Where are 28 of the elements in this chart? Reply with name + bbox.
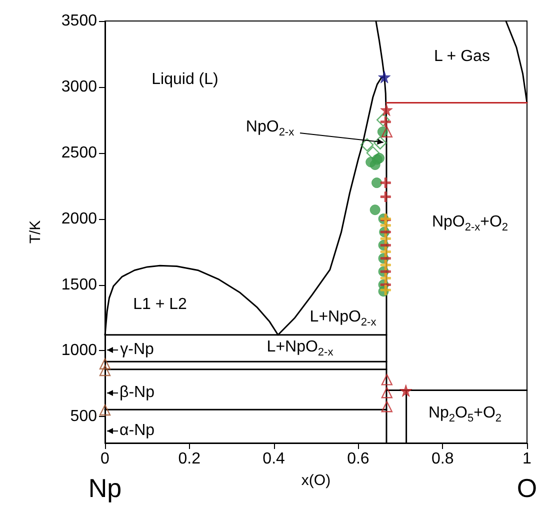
y-tick-label: 3500: [61, 12, 98, 30]
annotation: Np$_{2}$O$_{5}$+O$_{2}$: [428, 404, 502, 427]
y-tick-label: 500: [70, 408, 98, 426]
text: O: [516, 473, 538, 503]
x-axis-title: x(O): [301, 472, 331, 489]
x-tick-label: 1: [522, 450, 532, 468]
annotation: γ-Np: [120, 341, 154, 359]
y-axis-title: T/K: [27, 220, 44, 244]
annotation: L+NpO$_{2-x}$: [266, 338, 334, 361]
y-tick-label: 2500: [61, 144, 98, 162]
y-tick-label: 2000: [61, 210, 98, 228]
y-tick-label: 3000: [61, 78, 98, 96]
annotation: NpO$_{2-x}$+O$_{2}$: [432, 213, 508, 236]
x-tick-label: 0.4: [262, 450, 286, 468]
annotation: α-Np: [119, 422, 155, 440]
annotation: Liquid (L): [152, 71, 218, 89]
annotation: L1 + L2: [133, 296, 187, 314]
annotation: NpO$_{2-x}$: [246, 118, 294, 141]
x-tick-label: 0.8: [431, 450, 454, 468]
x-tick-label: 0.2: [178, 450, 201, 468]
y-tick-label: 1500: [61, 276, 98, 294]
annotation: L+NpO$_{2-x}$: [310, 308, 376, 331]
annotation: L + Gas: [434, 48, 490, 66]
x-tick-label: 0: [100, 450, 110, 468]
annotation: β-Np: [120, 384, 154, 402]
y-tick-label: 1000: [61, 342, 98, 360]
text: Np: [88, 473, 122, 503]
x-tick-label: 0.6: [347, 450, 370, 468]
